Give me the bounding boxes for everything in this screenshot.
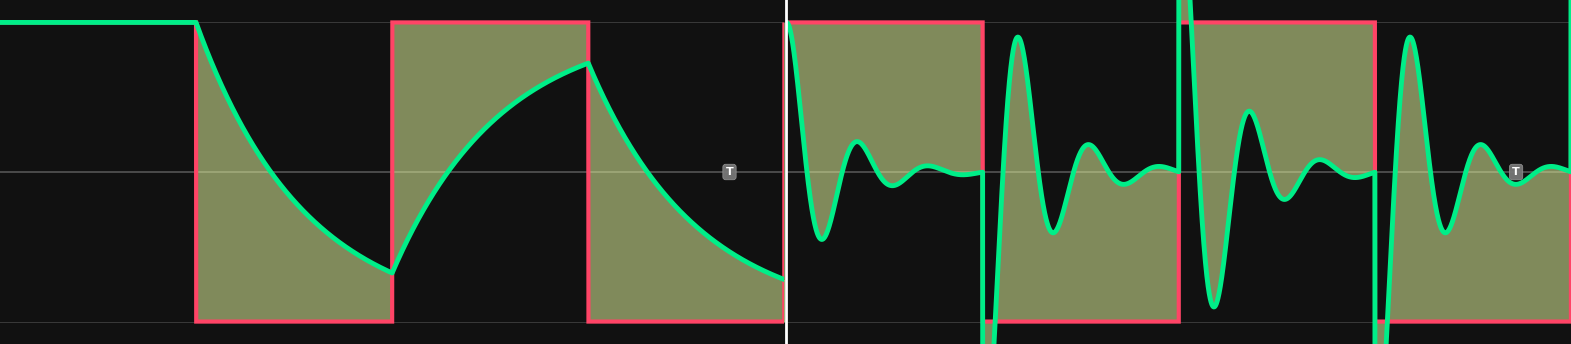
Text: T: T: [726, 167, 734, 177]
Text: T: T: [1513, 167, 1521, 177]
